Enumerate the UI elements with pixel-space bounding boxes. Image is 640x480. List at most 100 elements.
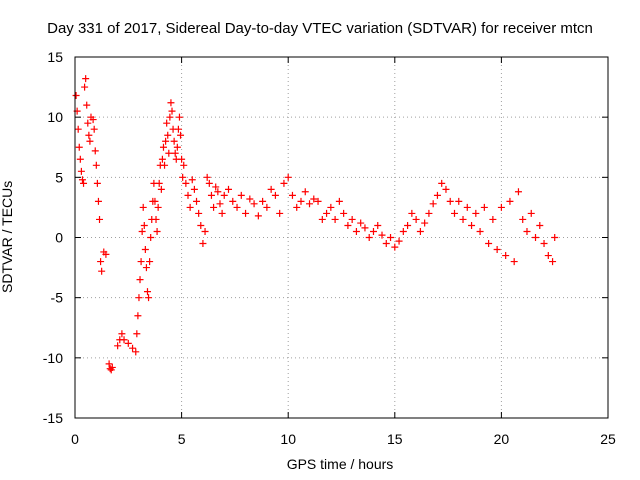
y-tick-label: -10 xyxy=(43,350,63,366)
data-point xyxy=(459,215,467,223)
y-tick-label: -15 xyxy=(43,410,63,426)
data-point xyxy=(137,258,145,266)
data-point xyxy=(201,227,209,235)
data-point xyxy=(190,185,198,193)
data-point xyxy=(120,336,128,344)
data-point xyxy=(178,155,186,163)
data-point xyxy=(416,227,424,235)
data-point xyxy=(129,344,137,352)
y-axis-label: SDTVAR / TECUs xyxy=(0,180,15,293)
data-point xyxy=(163,119,171,127)
data-point xyxy=(173,143,181,151)
data-point xyxy=(293,203,301,211)
data-point xyxy=(214,188,222,196)
plot-frame xyxy=(74,56,609,419)
data-point xyxy=(250,200,258,208)
data-point xyxy=(399,227,407,235)
data-point xyxy=(280,179,288,187)
data-point xyxy=(155,179,163,187)
data-point xyxy=(544,252,552,260)
x-tick-label: 0 xyxy=(71,431,79,447)
data-point xyxy=(193,197,201,205)
data-point xyxy=(382,240,390,248)
data-point xyxy=(90,125,98,133)
data-point xyxy=(348,215,356,223)
data-point xyxy=(77,167,85,175)
data-point xyxy=(86,137,94,145)
data-point xyxy=(493,246,501,254)
data-point xyxy=(94,197,102,205)
data-point xyxy=(171,149,179,157)
data-point xyxy=(152,215,160,223)
data-point xyxy=(212,183,220,191)
data-point xyxy=(331,215,339,223)
data-point xyxy=(352,227,360,235)
data-point xyxy=(179,173,187,181)
data-point xyxy=(276,209,284,217)
data-point xyxy=(184,191,192,199)
data-point xyxy=(391,243,399,251)
data-point xyxy=(139,203,147,211)
data-point xyxy=(210,203,218,211)
data-point xyxy=(102,250,110,258)
data-point xyxy=(246,195,254,203)
data-point xyxy=(175,113,183,121)
data-point xyxy=(133,330,141,338)
data-point xyxy=(167,99,175,107)
data-point xyxy=(83,101,91,109)
data-point xyxy=(267,185,275,193)
data-point xyxy=(549,258,557,266)
data-point xyxy=(161,161,169,169)
data-point xyxy=(78,176,86,184)
data-point xyxy=(323,209,331,217)
data-point xyxy=(225,185,233,193)
data-point xyxy=(361,224,369,232)
data-point xyxy=(378,231,386,239)
data-point xyxy=(306,200,314,208)
data-point xyxy=(85,131,93,139)
data-point xyxy=(134,312,142,320)
data-point xyxy=(438,179,446,187)
data-point xyxy=(166,113,174,121)
x-tick-label: 20 xyxy=(494,431,510,447)
data-point xyxy=(135,294,143,302)
data-point xyxy=(136,276,144,284)
y-tick-label: 0 xyxy=(55,230,63,246)
data-point xyxy=(429,200,437,208)
data-point xyxy=(118,330,126,338)
data-point xyxy=(165,149,173,157)
x-tick-label: 15 xyxy=(387,431,403,447)
data-point xyxy=(254,212,262,220)
data-point xyxy=(344,221,352,229)
data-point xyxy=(207,191,215,199)
data-point xyxy=(188,176,196,184)
data-point xyxy=(369,227,377,235)
data-point xyxy=(450,209,458,217)
y-tick-label: 5 xyxy=(55,169,63,185)
data-point xyxy=(476,227,484,235)
data-point xyxy=(141,246,149,254)
data-point xyxy=(514,188,522,196)
data-point xyxy=(468,221,476,229)
x-tick-label: 10 xyxy=(280,431,296,447)
data-point xyxy=(412,215,420,223)
data-point xyxy=(408,209,416,217)
data-point xyxy=(365,234,373,241)
data-point xyxy=(195,209,203,217)
data-point xyxy=(502,252,510,260)
data-point xyxy=(143,288,151,296)
data-point xyxy=(132,348,140,356)
data-point xyxy=(463,203,471,211)
data-point xyxy=(318,215,326,223)
data-points xyxy=(72,75,559,374)
y-tick-label: 15 xyxy=(47,49,63,65)
data-point xyxy=(310,195,318,203)
data-point xyxy=(81,83,89,91)
data-point xyxy=(97,258,105,266)
data-point xyxy=(404,221,412,229)
data-point xyxy=(159,143,167,151)
data-point xyxy=(72,92,80,100)
data-point xyxy=(182,179,190,187)
data-point xyxy=(301,188,309,196)
data-point xyxy=(199,240,207,248)
